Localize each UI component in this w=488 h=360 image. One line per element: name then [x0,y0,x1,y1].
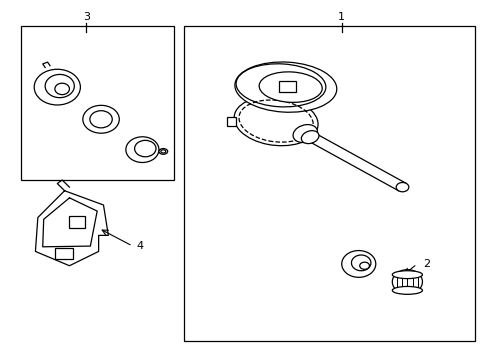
Ellipse shape [125,137,159,162]
Text: 3: 3 [83,13,90,22]
Ellipse shape [161,150,165,153]
Ellipse shape [391,287,422,294]
Text: 4: 4 [136,241,143,251]
Circle shape [359,262,369,269]
Text: 2: 2 [423,259,429,269]
Text: 1: 1 [338,13,345,22]
Ellipse shape [301,131,318,144]
Ellipse shape [90,111,112,128]
Ellipse shape [82,105,119,133]
Bar [69,216,85,228]
Ellipse shape [391,270,422,294]
Bar [278,81,295,93]
Ellipse shape [159,149,167,154]
Bar [183,26,474,341]
Ellipse shape [45,75,74,98]
Bar [55,248,73,258]
Ellipse shape [134,140,156,157]
Ellipse shape [55,83,69,95]
Ellipse shape [391,271,422,279]
Ellipse shape [259,72,322,102]
Ellipse shape [341,251,375,277]
Ellipse shape [234,62,336,112]
Polygon shape [310,135,406,191]
Bar [227,117,236,126]
Circle shape [395,183,408,192]
Bar [21,26,174,180]
Ellipse shape [292,125,317,143]
Ellipse shape [234,96,317,146]
Ellipse shape [34,69,80,105]
